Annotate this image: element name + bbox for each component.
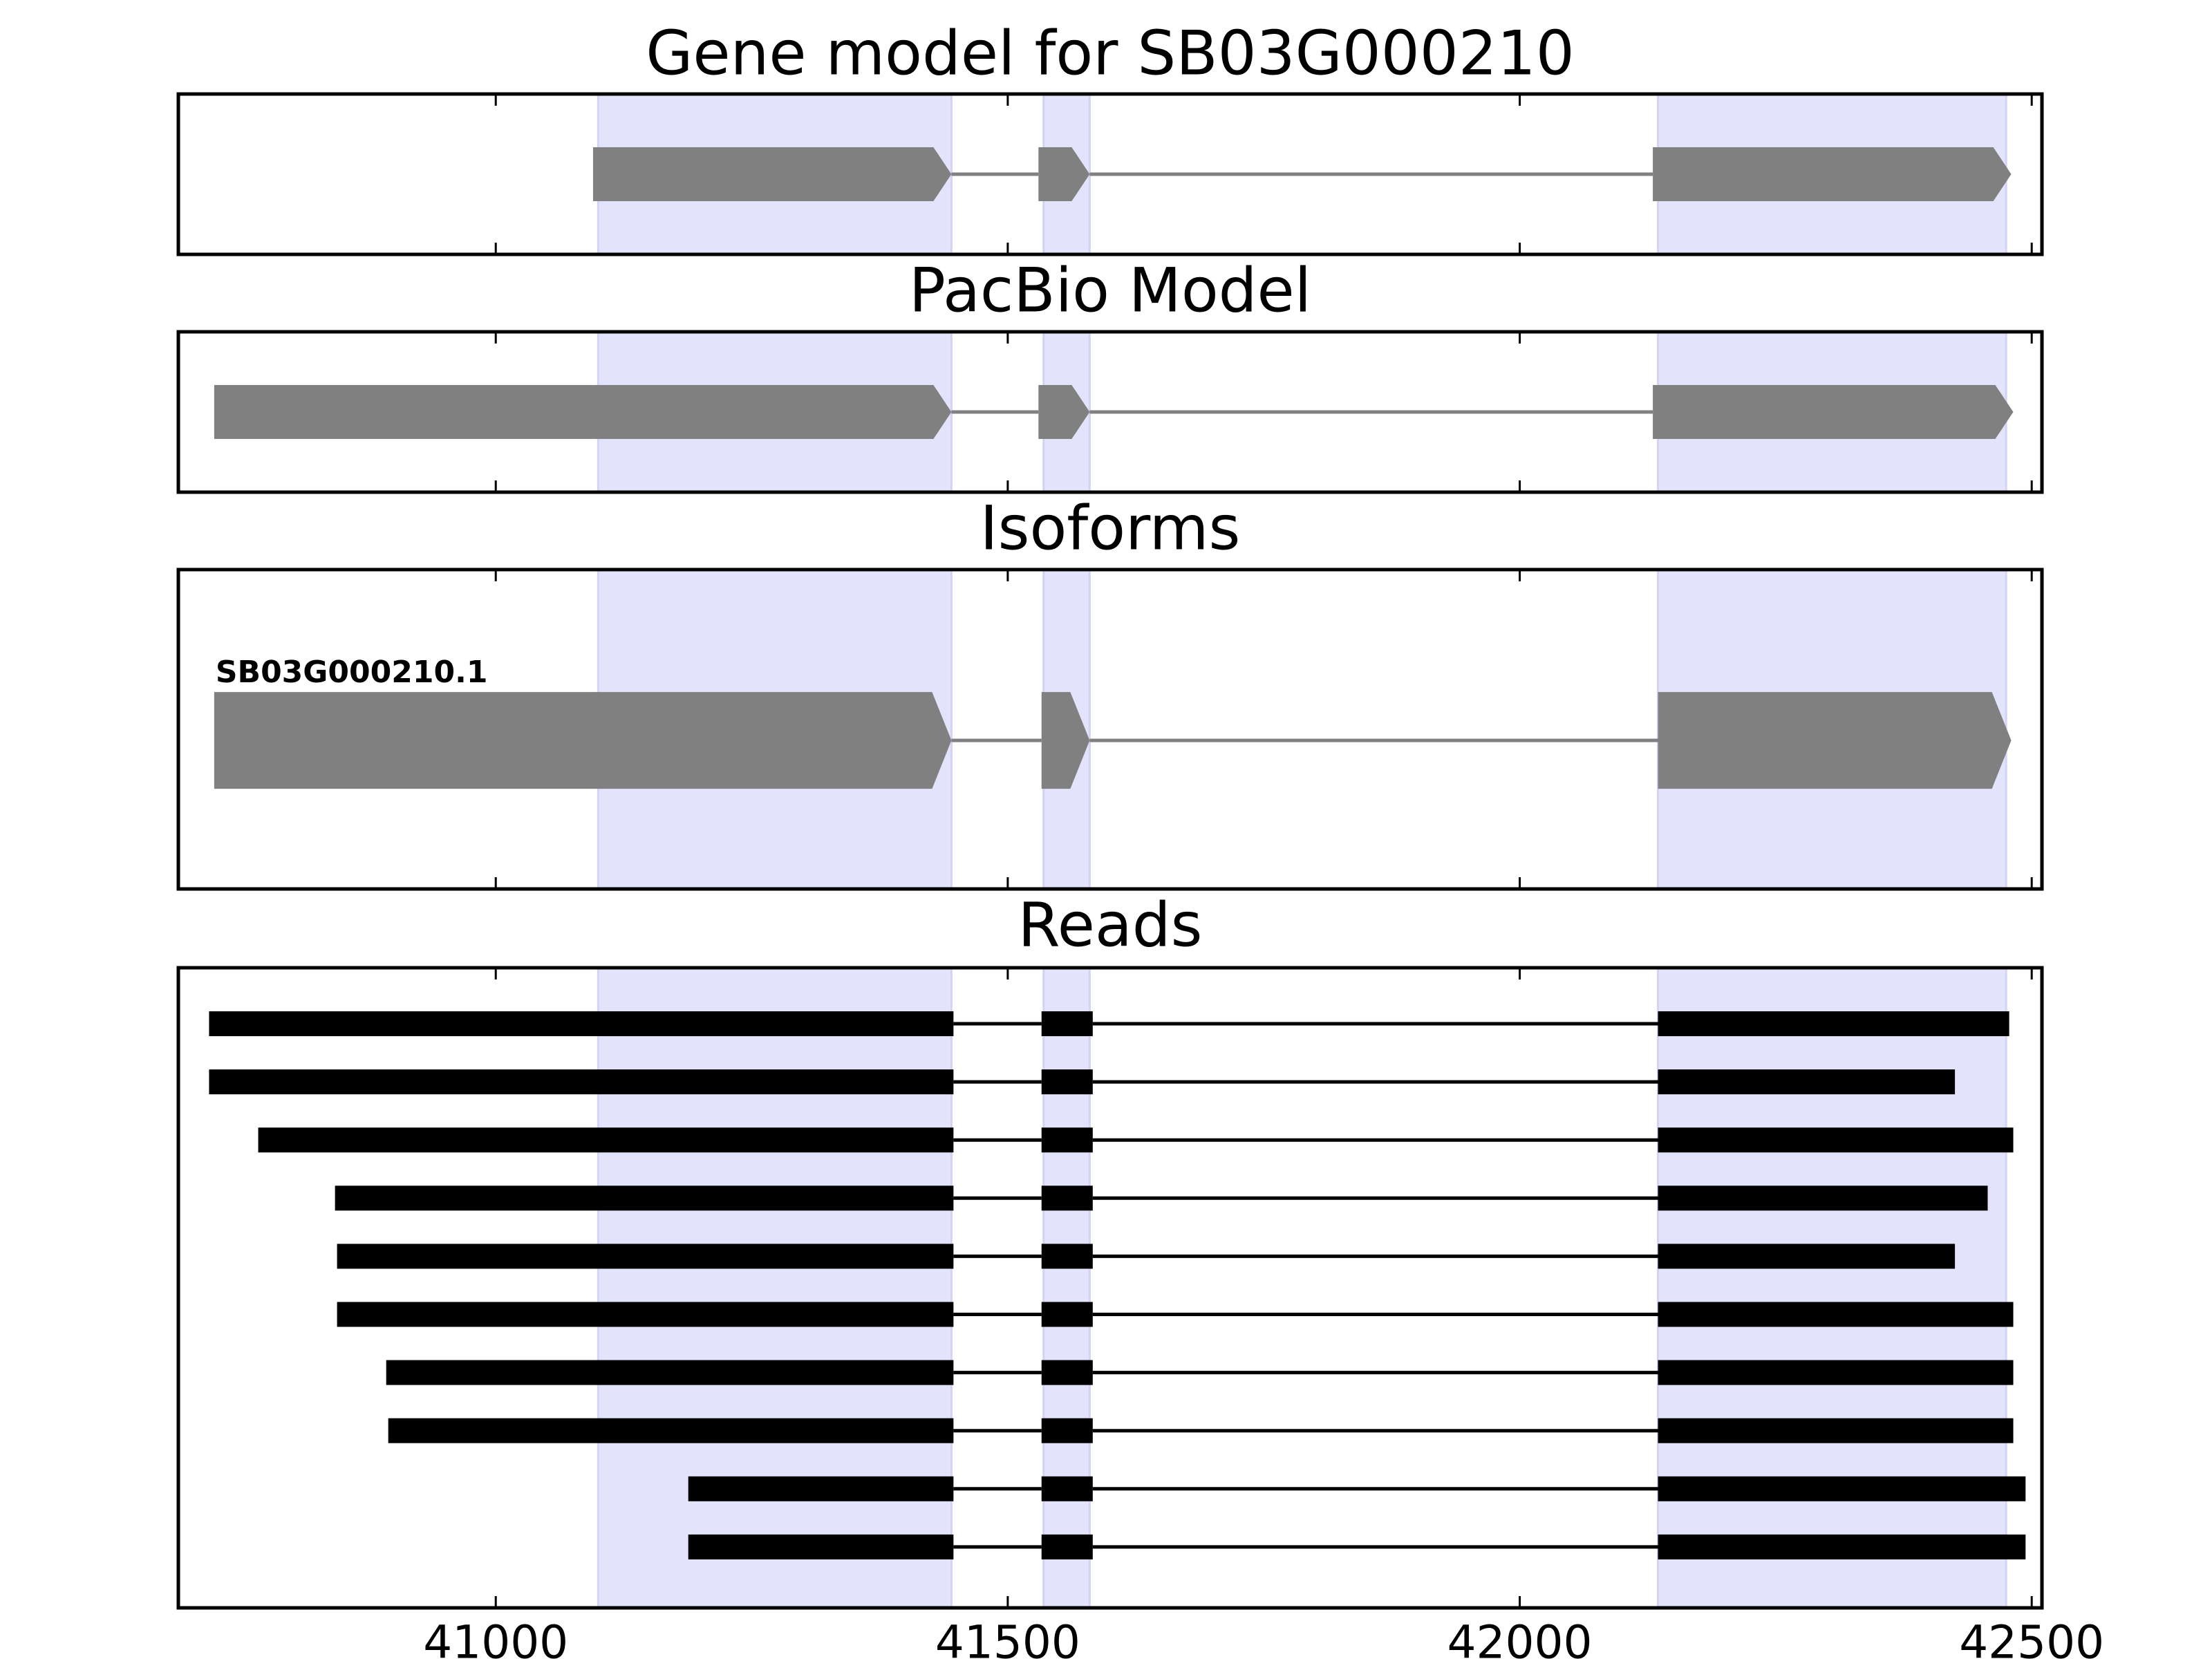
exon-region-band (597, 966, 953, 1609)
axes-frame (176, 92, 2044, 256)
read-exon-block (1041, 1127, 1093, 1153)
read-exon-block (1041, 1011, 1093, 1036)
panel-title: Isoforms (980, 493, 1241, 564)
exon-block (214, 692, 952, 789)
panel-title: Gene model for SB03G000210 (646, 18, 1575, 89)
exon-block (214, 385, 952, 439)
exon-block (1653, 385, 2014, 439)
read-exon-block (688, 1534, 954, 1559)
x-tick-label: 41000 (423, 1616, 568, 1659)
read-exon-block (1041, 1185, 1093, 1211)
isoform-label: SB03G000210.1 (216, 655, 488, 690)
exon-block (1658, 692, 2012, 789)
read-exon-block (1658, 1302, 2014, 1327)
exon-region-band (1657, 966, 2007, 1609)
read-exon-block (688, 1476, 954, 1501)
panel-title: PacBio Model (909, 255, 1311, 326)
read-exon-block (1658, 1534, 2026, 1559)
exon-block (1038, 147, 1090, 201)
x-tick-label: 42000 (1447, 1616, 1593, 1659)
x-tick-label: 42500 (1959, 1616, 2104, 1659)
read-exon-block (1041, 1302, 1093, 1327)
panel-1: PacBio Model (176, 255, 2044, 494)
read-exon-block (1658, 1244, 1956, 1269)
read-exon-block (1658, 1127, 2014, 1153)
panel-0: Gene model for SB03G000210 (176, 18, 2044, 256)
read-exon-block (1658, 1185, 1988, 1211)
read-exon-block (258, 1127, 954, 1153)
x-tick-label: 41500 (935, 1616, 1080, 1659)
exon-block (1041, 692, 1090, 789)
read-exon-block (1041, 1244, 1093, 1269)
read-exon-block (1041, 1360, 1093, 1385)
read-exon-block (1658, 1476, 2026, 1501)
exon-region-band (1042, 966, 1091, 1609)
exon-block (1038, 385, 1090, 439)
read-exon-block (1041, 1069, 1093, 1095)
read-exon-block (386, 1360, 954, 1385)
read-exon-block (1658, 1360, 2014, 1385)
read-exon-block (1658, 1069, 1956, 1095)
read-exon-block (1041, 1476, 1093, 1501)
panel-2: Isoforms SB03G000210.1 (176, 493, 2044, 891)
read-exon-block (1041, 1418, 1093, 1443)
axes-frame (176, 330, 2044, 494)
read-exon-block (335, 1185, 954, 1211)
axes-frame (176, 966, 2044, 1610)
axes-frame (176, 568, 2044, 891)
read-exon-block (337, 1302, 954, 1327)
read-exon-block (1658, 1011, 2009, 1036)
read-exon-block (337, 1244, 954, 1269)
panel-title: Reads (1018, 890, 1203, 961)
read-exon-block (388, 1418, 954, 1443)
read-exon-block (1658, 1418, 2014, 1443)
read-exon-block (1041, 1534, 1093, 1559)
panel-3: Reads 41000 41500 42000 42500 (176, 890, 2104, 1659)
read-exon-block (209, 1069, 954, 1095)
exon-block (1653, 147, 2012, 201)
read-exon-block (209, 1011, 954, 1036)
exon-block (592, 147, 952, 201)
